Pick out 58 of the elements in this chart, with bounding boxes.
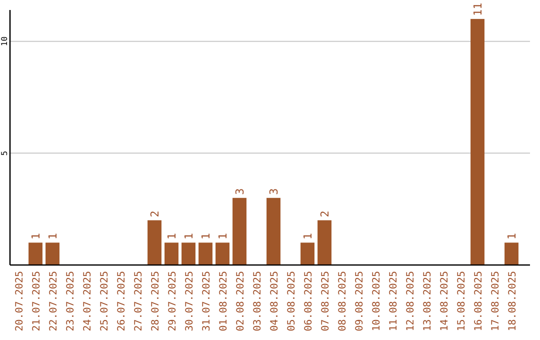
x-tick-label: 31.07.2025 (202, 271, 212, 332)
bar (182, 242, 196, 265)
x-tick-label: 23.07.2025 (66, 271, 76, 332)
x-tick-label: 11.08.2025 (388, 271, 400, 332)
data-label: 2 (318, 210, 332, 218)
data-label: 1 (30, 233, 42, 240)
bar (504, 242, 518, 265)
x-tick-label: 27.07.2025 (134, 271, 144, 332)
data-label: 1 (182, 233, 196, 240)
x-tick-label: 28.07.2025 (150, 271, 162, 332)
x-tick-label: 03.08.2025 (252, 271, 264, 332)
x-tick-label: 29.07.2025 (168, 271, 178, 332)
x-tick-label: 10.08.2025 (372, 271, 382, 332)
bar (300, 242, 314, 265)
data-label: 3 (268, 188, 280, 195)
data-label: 2 (148, 210, 162, 218)
x-tick-label: 24.07.2025 (82, 271, 94, 332)
bar (216, 242, 230, 265)
x-tick-label: 08.08.2025 (338, 271, 348, 332)
bar (266, 198, 280, 265)
y-tick-label: 10 (0, 36, 9, 46)
data-label: 1 (166, 233, 178, 240)
x-tick-label: 02.08.2025 (236, 271, 246, 332)
x-tick-label: 18.08.2025 (508, 271, 518, 332)
x-tick-label: 21.07.2025 (32, 271, 42, 332)
data-label: 1 (200, 233, 212, 240)
x-tick-label: 14.08.2025 (440, 271, 450, 332)
bar (164, 242, 178, 265)
data-label: 1 (506, 233, 518, 240)
x-tick-label: 26.07.2025 (116, 271, 128, 332)
bar (318, 220, 332, 265)
y-tick-label: 5 (0, 150, 9, 156)
x-tick-label: 06.08.2025 (304, 271, 314, 332)
x-tick-label: 07.08.2025 (320, 271, 332, 332)
bar (148, 220, 162, 265)
bar (232, 198, 246, 265)
bar (46, 242, 60, 265)
x-tick-label: 20.07.2025 (14, 271, 26, 332)
x-tick-label: 09.08.2025 (354, 271, 366, 332)
data-label: 1 (216, 233, 230, 240)
data-label: 1 (46, 233, 60, 240)
x-tick-label: 16.08.2025 (474, 271, 484, 332)
x-tick-label: 01.08.2025 (218, 271, 230, 332)
data-label: 11 (472, 2, 484, 16)
x-tick-label: 04.08.2025 (270, 271, 280, 332)
x-tick-label: 30.07.2025 (184, 271, 196, 332)
data-label: 1 (302, 233, 314, 240)
x-tick-label: 25.07.2025 (100, 271, 110, 332)
bar (198, 242, 212, 265)
bar (470, 18, 484, 265)
x-tick-label: 05.08.2025 (286, 271, 298, 332)
x-tick-label: 15.08.2025 (456, 271, 468, 332)
x-tick-label: 13.08.2025 (422, 271, 434, 332)
data-label: 3 (234, 188, 246, 195)
bar (28, 242, 42, 265)
x-tick-label: 12.08.2025 (406, 271, 416, 332)
x-tick-label: 17.08.2025 (490, 271, 502, 332)
x-tick-label: 22.07.2025 (48, 271, 60, 332)
